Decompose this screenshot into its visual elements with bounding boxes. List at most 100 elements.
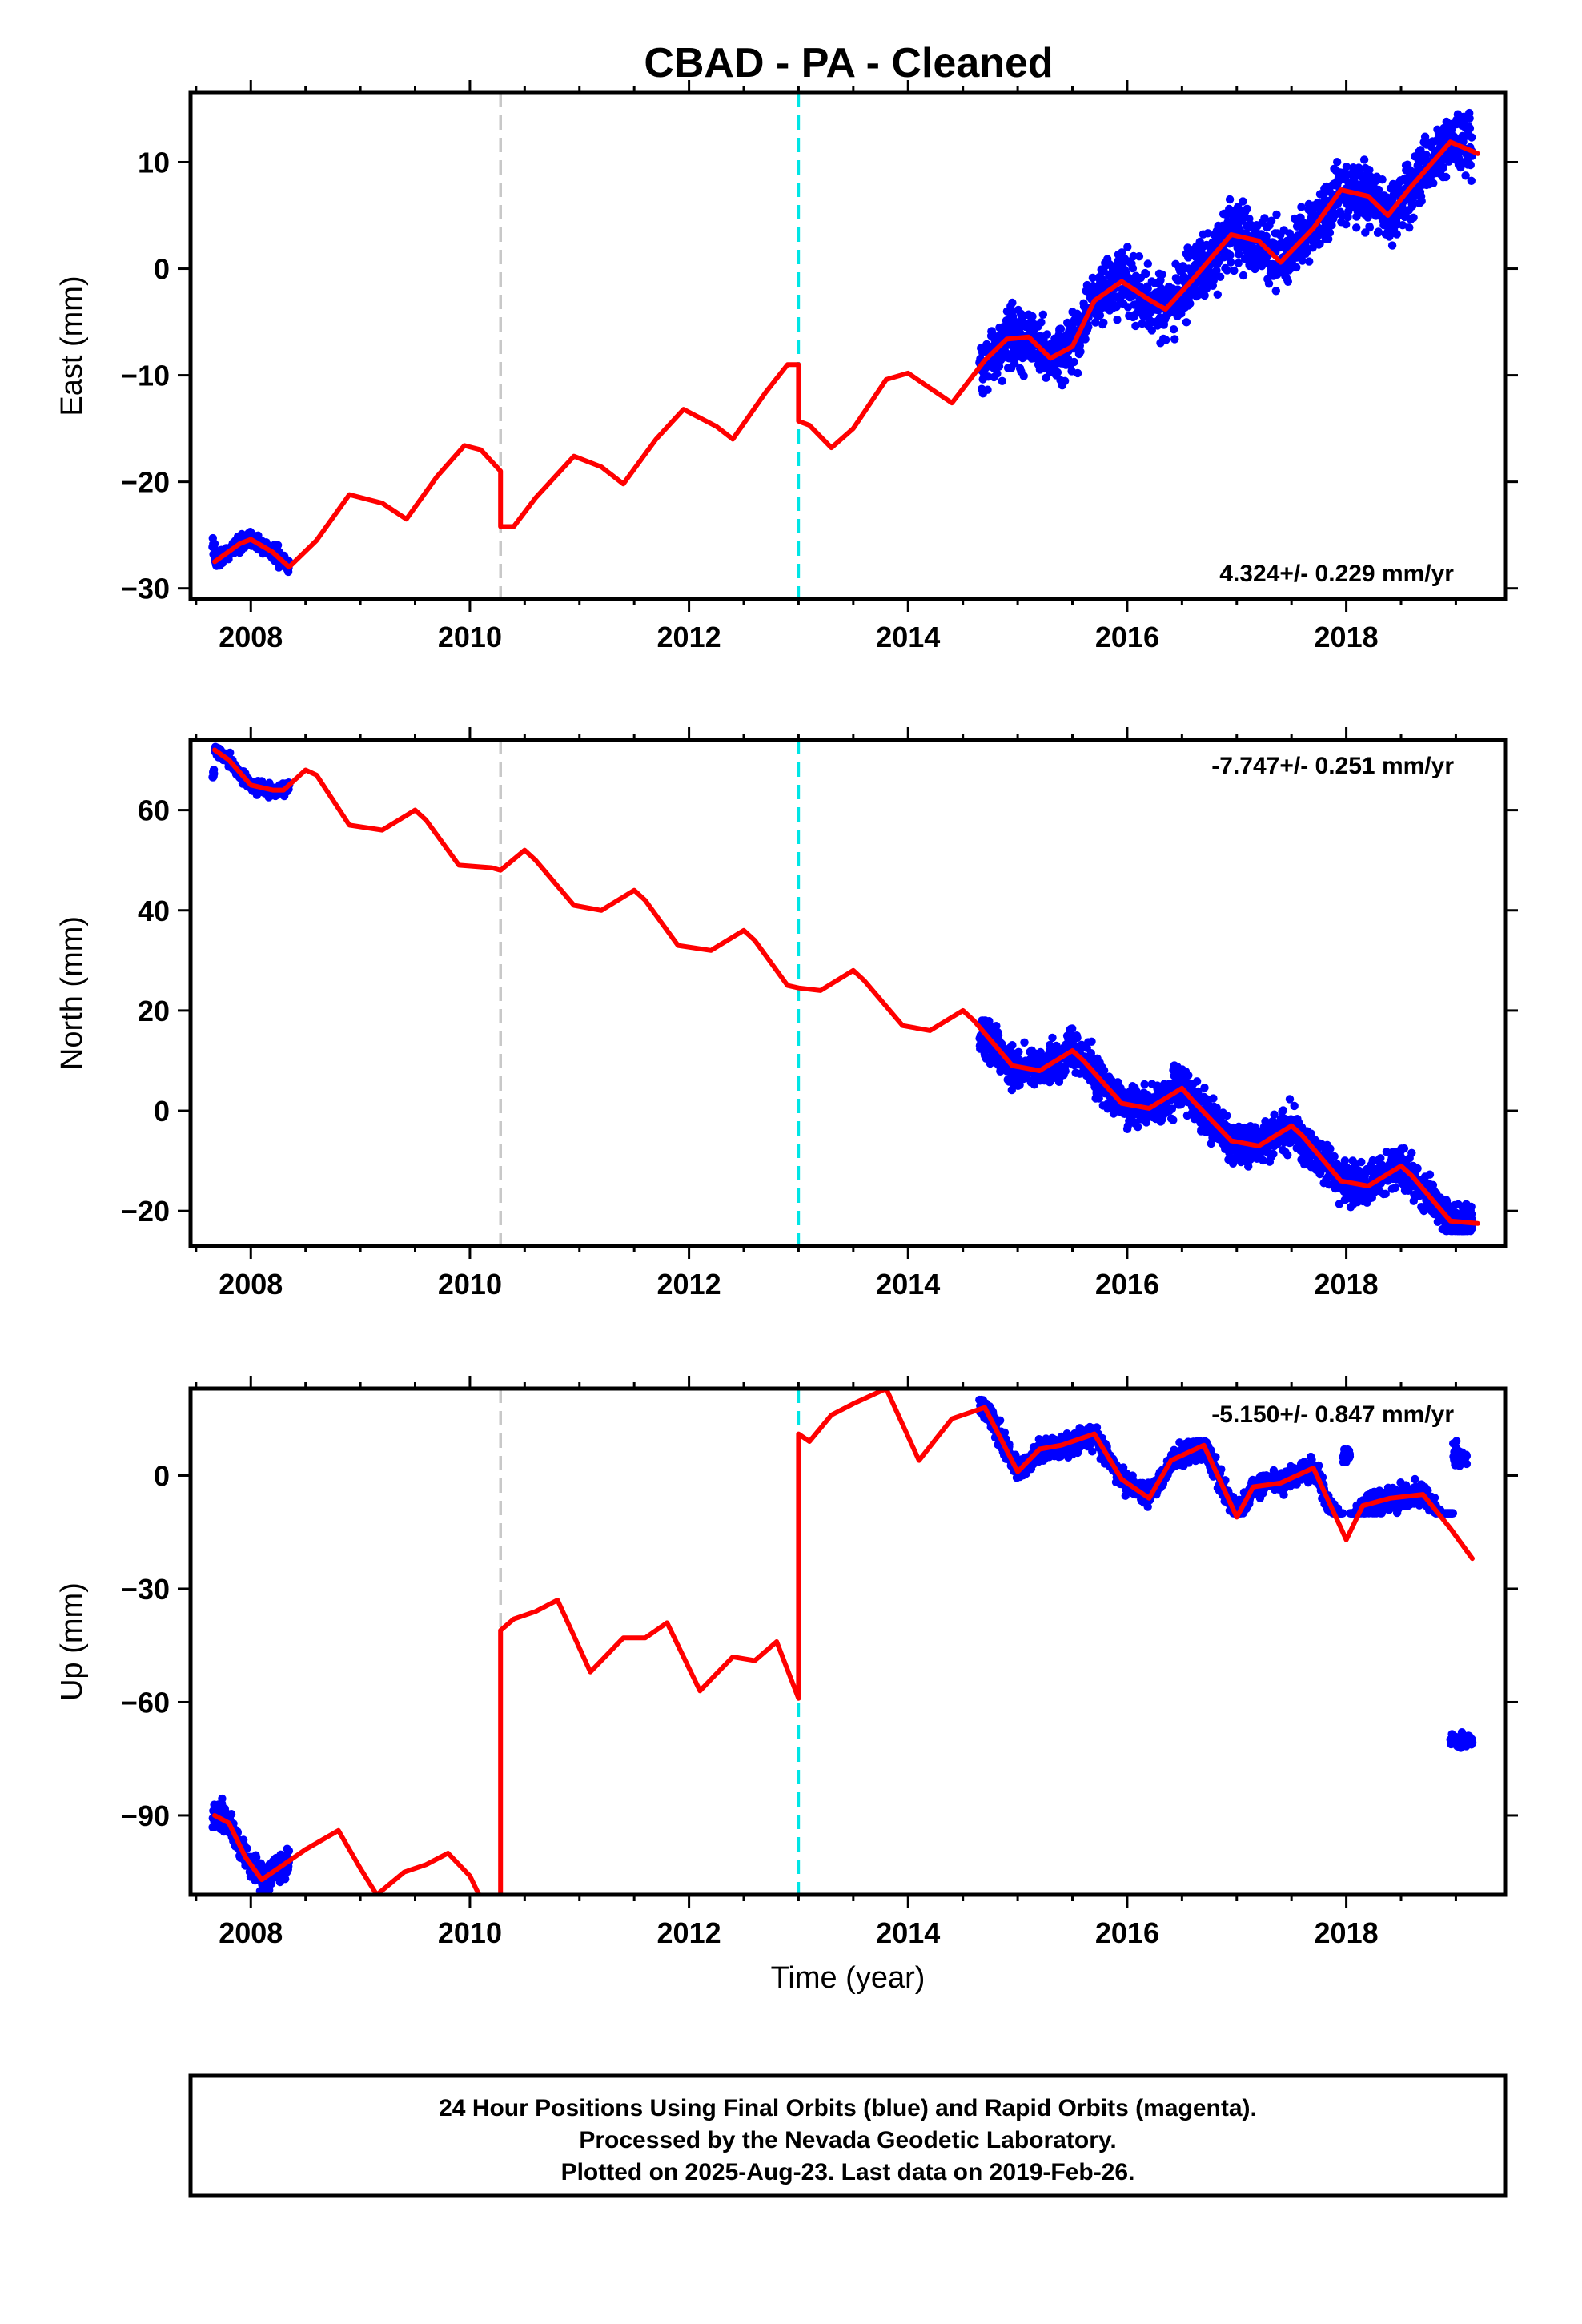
north-plot-area [208,740,1480,1246]
observation-point [1084,323,1093,332]
observation-point [1200,1084,1209,1092]
observation-point [1324,235,1333,243]
observation-point [1212,1104,1221,1112]
observation-point [251,1853,261,1862]
observation-point [1123,243,1132,251]
observation-point [1217,1465,1226,1474]
observation-point [1215,272,1225,281]
x-tick-label: 2012 [657,1268,721,1301]
rate-label: 4.324+/- 0.229 mm/yr [1219,561,1454,587]
observation-point [1225,195,1235,204]
observation-point [1378,175,1387,184]
observation-point [1468,1224,1477,1232]
observation-point [1357,1157,1366,1167]
observation-point [1134,252,1144,261]
observation-point [1092,1423,1102,1432]
observation-point [1243,204,1251,213]
observation-point [1297,203,1306,211]
observation-point [1053,368,1062,377]
observation-point [1466,160,1476,170]
observation-point [210,769,219,778]
observation-point [1073,368,1082,378]
observation-point [1461,171,1470,180]
observation-point [1376,1154,1385,1163]
observation-point [1070,357,1078,367]
observation-point [1257,262,1267,271]
observation-point [1467,1202,1476,1212]
observation-point [273,541,283,549]
observation-point [1060,376,1070,385]
x-tick-label: 2018 [1315,1268,1379,1301]
observation-point [1425,1170,1435,1179]
east-axis-label: East (mm) [55,275,89,416]
observation-point [1269,1149,1278,1159]
observation-point [1099,318,1108,328]
observation-point [1342,163,1351,171]
observation-point [1183,243,1192,252]
observation-point [1374,227,1383,236]
observation-point [1407,202,1417,211]
observation-point [1131,321,1140,331]
east-frame [188,90,1508,601]
observation-point [1000,1428,1010,1437]
observation-point [1169,325,1178,334]
observation-point [1326,1144,1335,1153]
observation-point [1068,1024,1077,1033]
observation-point [1407,1148,1416,1158]
up-observations [208,1395,1477,1895]
observation-point [1333,158,1342,167]
x-tick-label: 2018 [1315,621,1379,653]
observation-point [1271,287,1281,296]
observation-point [1325,228,1335,237]
observation-point [1061,1067,1070,1076]
observation-point [1259,1156,1267,1165]
observation-point [1262,231,1271,241]
observation-point [1315,239,1324,248]
observation-point [1008,298,1017,308]
observation-point [226,748,235,758]
rate-label: -7.747+/- 0.251 mm/yr [1211,753,1454,779]
observation-point [1264,279,1274,288]
observation-point [1211,1453,1220,1462]
observation-point [995,1416,1005,1425]
observation-point [1260,214,1269,223]
observation-point [1381,1189,1390,1199]
x-tick-label: 2016 [1095,621,1159,653]
observation-point [1042,373,1050,382]
observation-point [1417,196,1426,206]
observation-point [1128,263,1138,273]
observation-point [1186,299,1195,308]
east-model-curve [212,139,1480,570]
observation-point [1087,1037,1096,1047]
observation-point [1244,1162,1253,1171]
y-tick-label: 0 [154,253,170,286]
y-tick-label: 60 [138,794,170,827]
observation-point [284,1846,294,1856]
observation-point [994,362,1004,371]
observation-point [1118,248,1126,257]
observation-point [1174,276,1182,285]
observation-point [1038,310,1048,319]
observation-point [1409,1196,1419,1205]
observation-point [1056,324,1066,333]
observation-point [1143,1502,1152,1511]
observation-point [218,1794,227,1803]
x-tick-label: 2008 [219,621,283,653]
up-plot-area [208,1389,1477,1895]
observation-point [1239,271,1248,280]
y-tick-label: −20 [121,466,170,499]
observation-point [1405,223,1414,232]
observation-point [1413,1164,1422,1173]
observation-point [1182,318,1191,327]
observation-point [1037,318,1046,327]
observation-point [1456,157,1466,166]
observation-point [1099,1066,1109,1075]
north-observations [208,742,1477,1236]
east-panel: 2008 2010 2012 2014 2016 2018−30−20−10010East… [55,80,1518,653]
observation-point [1020,1038,1029,1047]
observation-point [1088,273,1098,283]
observation-point [227,1810,236,1819]
observation-point [1409,213,1418,222]
observation-point [1177,309,1186,318]
observation-point [210,539,219,549]
